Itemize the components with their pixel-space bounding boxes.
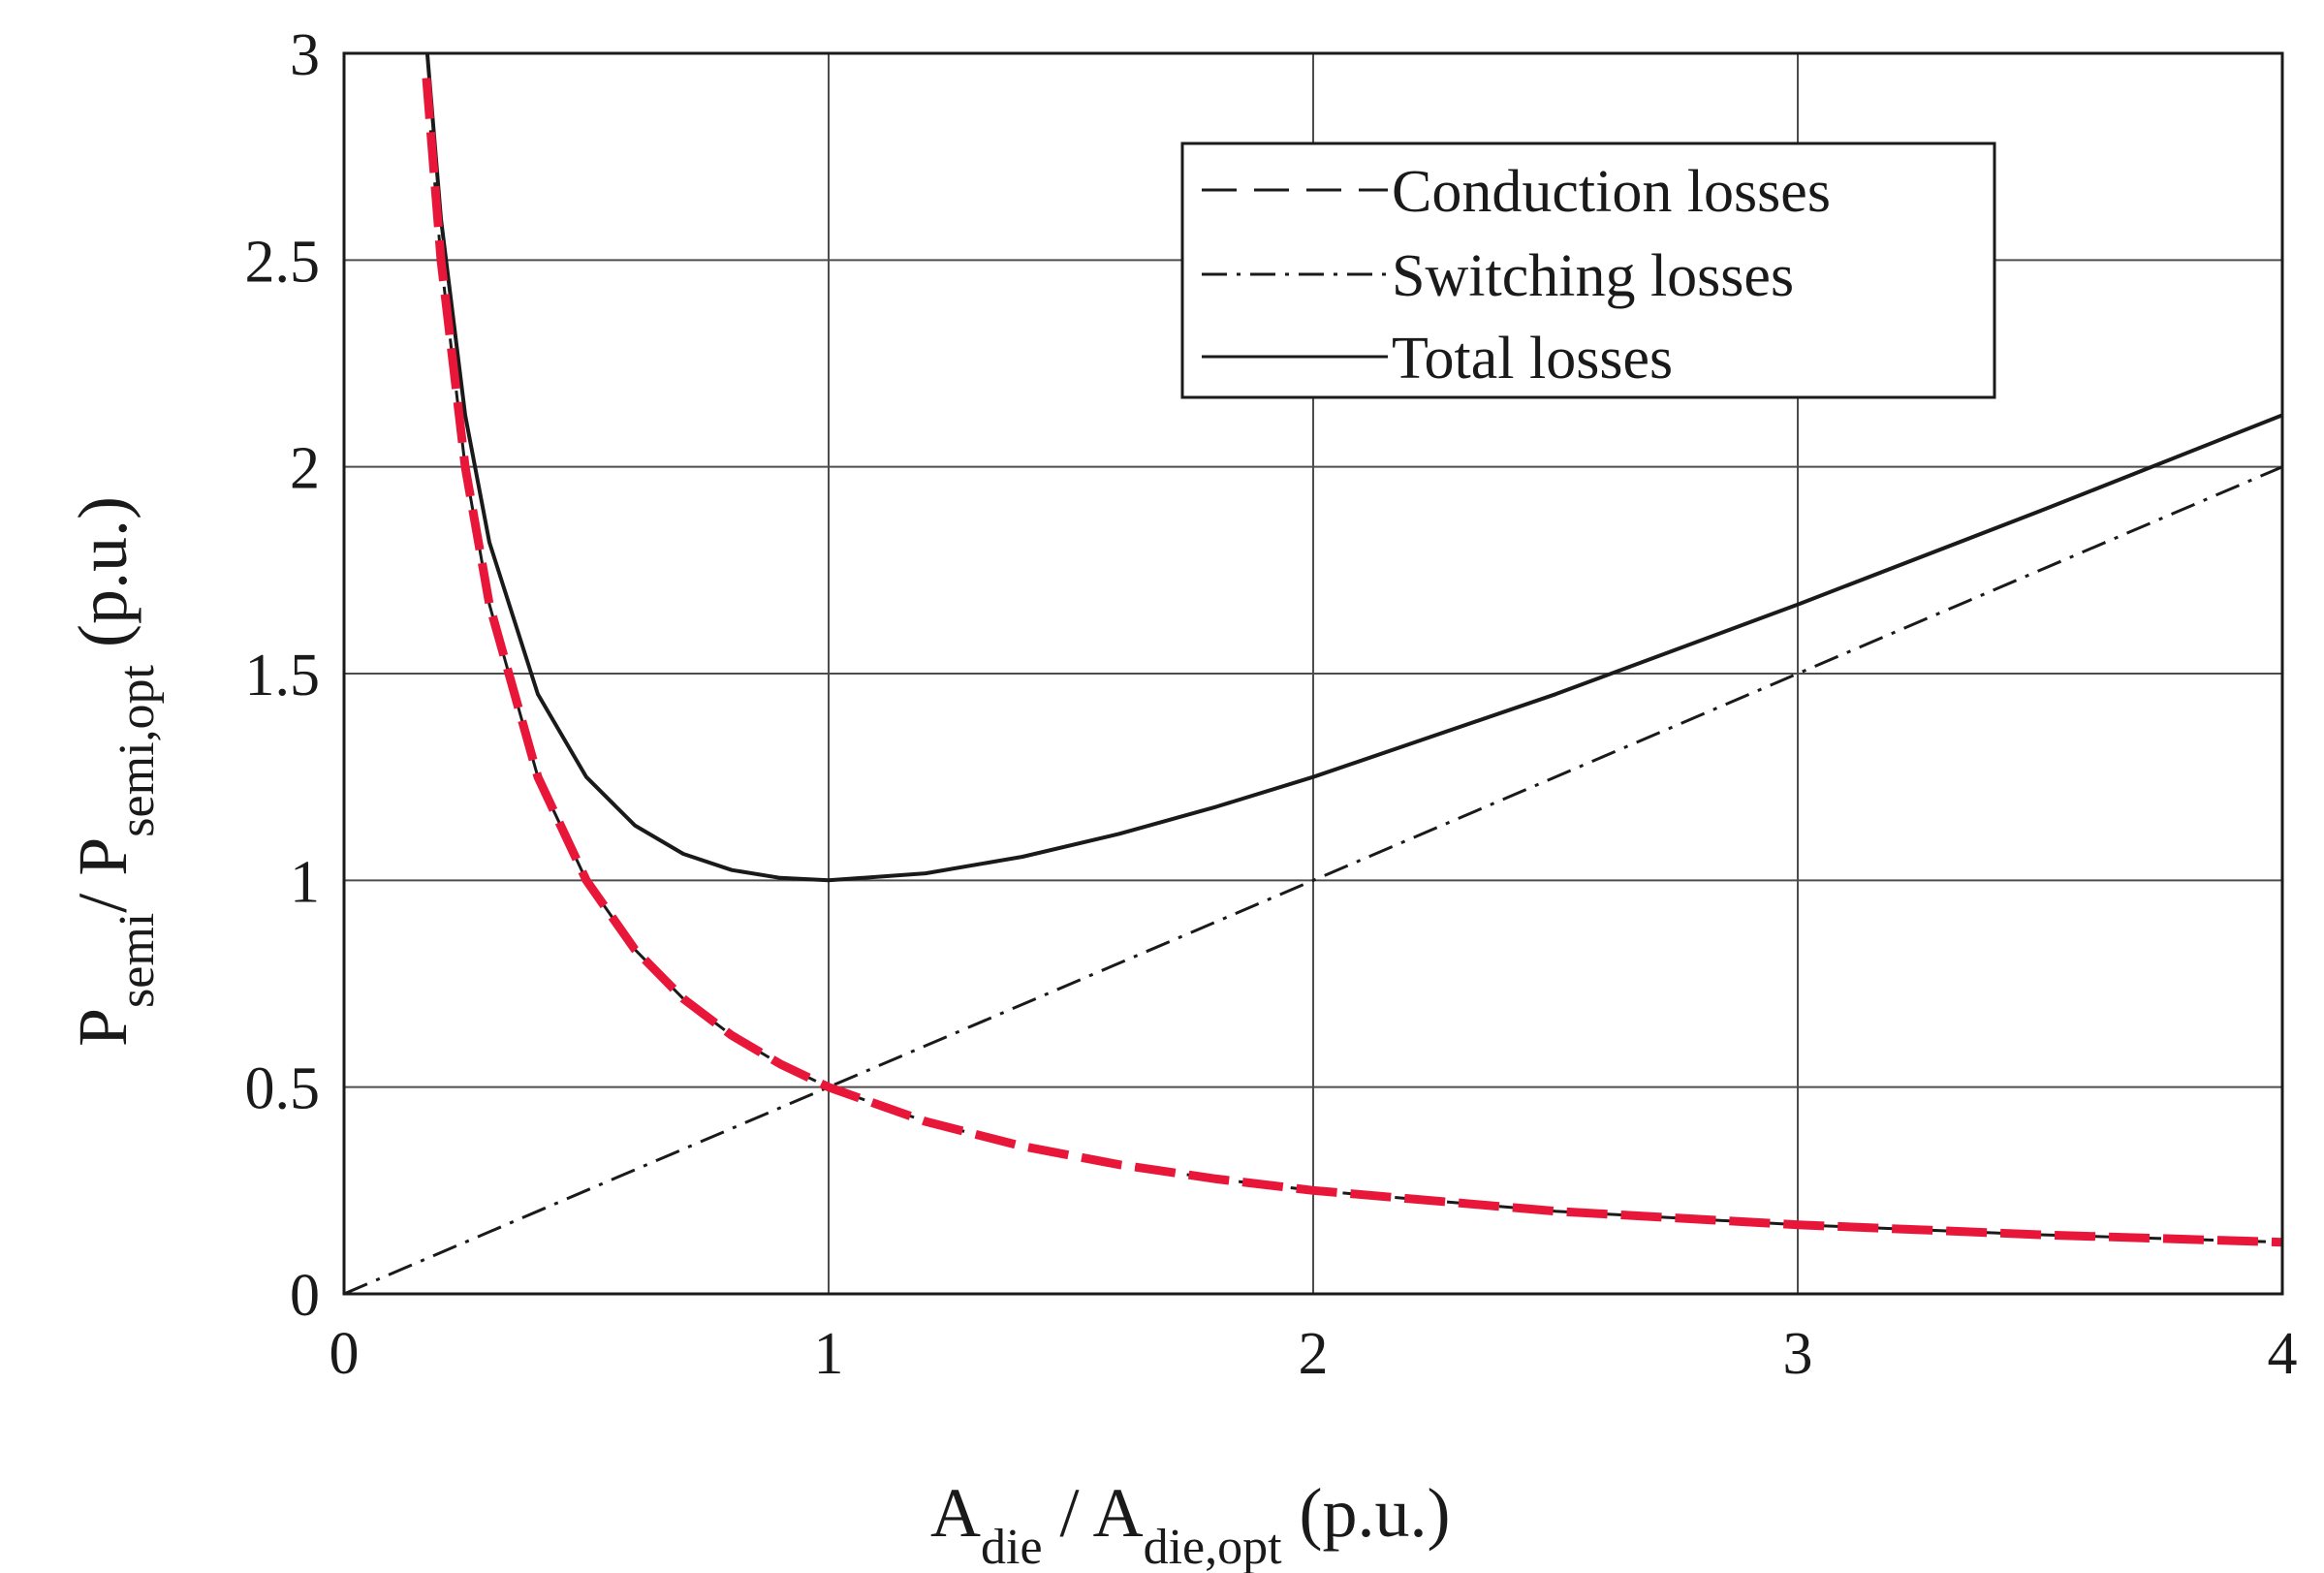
y-tick-label: 2.5 — [245, 229, 321, 295]
x-axis-label-mid: / A — [1043, 1474, 1144, 1552]
y-axis-label: Psemi/ Psemi,opt (p.u.) — [64, 496, 165, 1047]
y-tick-label: 1.5 — [245, 643, 321, 708]
x-tick-label: 3 — [1783, 1321, 1813, 1387]
y-tick-label: 0 — [290, 1263, 320, 1329]
x-axis-label: Adie / Adie,opt (p.u.) — [930, 1474, 1451, 1573]
x-tick-labels: 0 1 2 3 4 — [330, 1321, 2298, 1387]
x-tick-label: 4 — [2268, 1321, 2298, 1387]
y-tick-label: 3 — [290, 22, 320, 88]
y-axis-label-group: Psemi/ Psemi,opt (p.u.) — [64, 496, 165, 1047]
y-tick-labels: 0 0.5 1 1.5 2 2.5 3 — [245, 22, 321, 1329]
y-axis-label-units: (p.u.) — [64, 496, 141, 665]
x-axis-label-units: (p.u.) — [1282, 1474, 1451, 1552]
x-tick-label: 1 — [814, 1321, 844, 1387]
y-tick-label: 2 — [290, 436, 320, 502]
x-axis-label-main: A — [930, 1474, 981, 1552]
legend: Conduction losses Switching losses Total… — [1180, 142, 1996, 399]
series-line-switching-losses — [344, 465, 2282, 1294]
x-tick-label: 2 — [1299, 1321, 1329, 1387]
series-group — [344, 53, 2282, 1294]
legend-box — [1180, 142, 1996, 399]
legend-label-conduction: Conduction losses — [1392, 159, 1831, 225]
y-tick-label: 1 — [290, 849, 320, 915]
series-line-conduction-losses-highlight — [422, 78, 2282, 1247]
y-axis-label-sub1: semi — [110, 913, 165, 1008]
x-axis-label-sub2: die,opt — [1144, 1520, 1283, 1573]
y-axis-label-main: P — [64, 1008, 141, 1047]
legend-label-total: Total losses — [1392, 326, 1673, 392]
legend-label-switching: Switching losses — [1392, 243, 1794, 309]
plot-frame — [342, 51, 2284, 1296]
y-axis-label-mid: / P — [64, 837, 141, 913]
y-axis-label-sub2: semi,opt — [110, 664, 165, 836]
x-axis-label-sub1: die — [981, 1520, 1043, 1573]
series-line-total-losses — [424, 53, 2282, 883]
x-tick-label: 0 — [330, 1321, 360, 1387]
y-tick-label: 0.5 — [245, 1056, 321, 1122]
